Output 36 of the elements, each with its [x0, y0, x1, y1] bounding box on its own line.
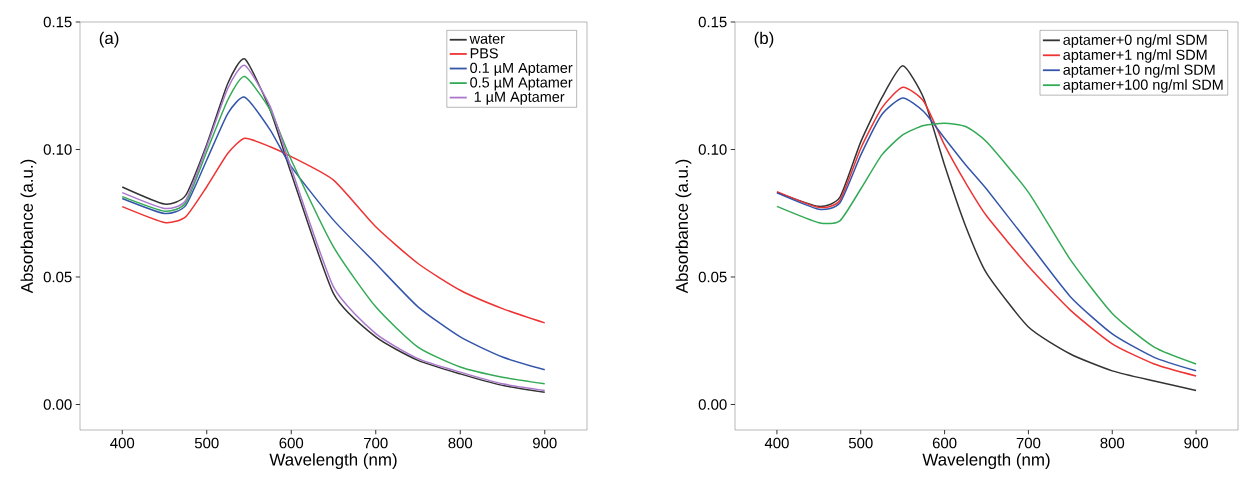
- y-tick-label: 0.05: [43, 271, 72, 283]
- y-tick-label: 0.10: [698, 144, 727, 155]
- x-tick-label: 600: [932, 437, 957, 449]
- legend-label: aptamer+0 ng/ml SDM: [1063, 34, 1207, 48]
- y-tick-label: 0.15: [698, 16, 727, 28]
- x-tick-label: 800: [1100, 437, 1125, 449]
- legend-label: aptamer+10 ng/ml SDM: [1063, 64, 1215, 78]
- y-tick-label: 0.00: [698, 399, 727, 410]
- x-tick-label: 500: [194, 437, 219, 449]
- x-tick-label: 900: [1184, 437, 1208, 449]
- x-tick-label: 400: [110, 437, 135, 449]
- annotation: (a): [99, 31, 119, 48]
- y-axis-title: Absorbance (a.u.): [675, 159, 692, 294]
- x-axis-title: Wavelength (nm): [922, 453, 1050, 469]
- y-tick-label: 0.15: [43, 16, 72, 28]
- legend-label: aptamer+100 ng/ml SDM: [1063, 79, 1223, 93]
- x-tick-label: 500: [848, 437, 873, 449]
- legend-label: 0.1 µM Aptamer: [470, 62, 573, 76]
- line-series: [121, 137, 546, 324]
- x-axis-title: Wavelength (nm): [269, 453, 397, 469]
- legend-label: PBS: [470, 48, 498, 59]
- annotation: (b): [754, 31, 774, 48]
- x-tick-label: 600: [279, 437, 304, 449]
- x-tick-label: 900: [532, 437, 557, 449]
- legend-label: 1 µM Aptamer: [474, 91, 565, 105]
- y-axis-title: Absorbance (a.u.): [20, 159, 37, 294]
- x-tick-label: 800: [448, 437, 473, 449]
- y-tick-label: 0.10: [43, 144, 72, 155]
- y-tick-label: 0.05: [698, 271, 727, 283]
- x-tick-label: 700: [1016, 437, 1041, 449]
- legend-label: water: [469, 34, 505, 44]
- y-tick-label: 0.00: [43, 399, 72, 410]
- x-tick-label: 700: [364, 437, 388, 449]
- legend-label: aptamer+1 ng/ml SDM: [1063, 49, 1207, 63]
- legend-label: 0.5 µM Aptamer: [470, 77, 573, 91]
- x-tick-label: 400: [764, 437, 789, 449]
